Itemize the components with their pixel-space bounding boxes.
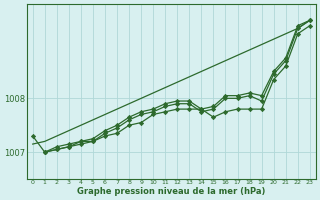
X-axis label: Graphe pression niveau de la mer (hPa): Graphe pression niveau de la mer (hPa) [77, 187, 266, 196]
